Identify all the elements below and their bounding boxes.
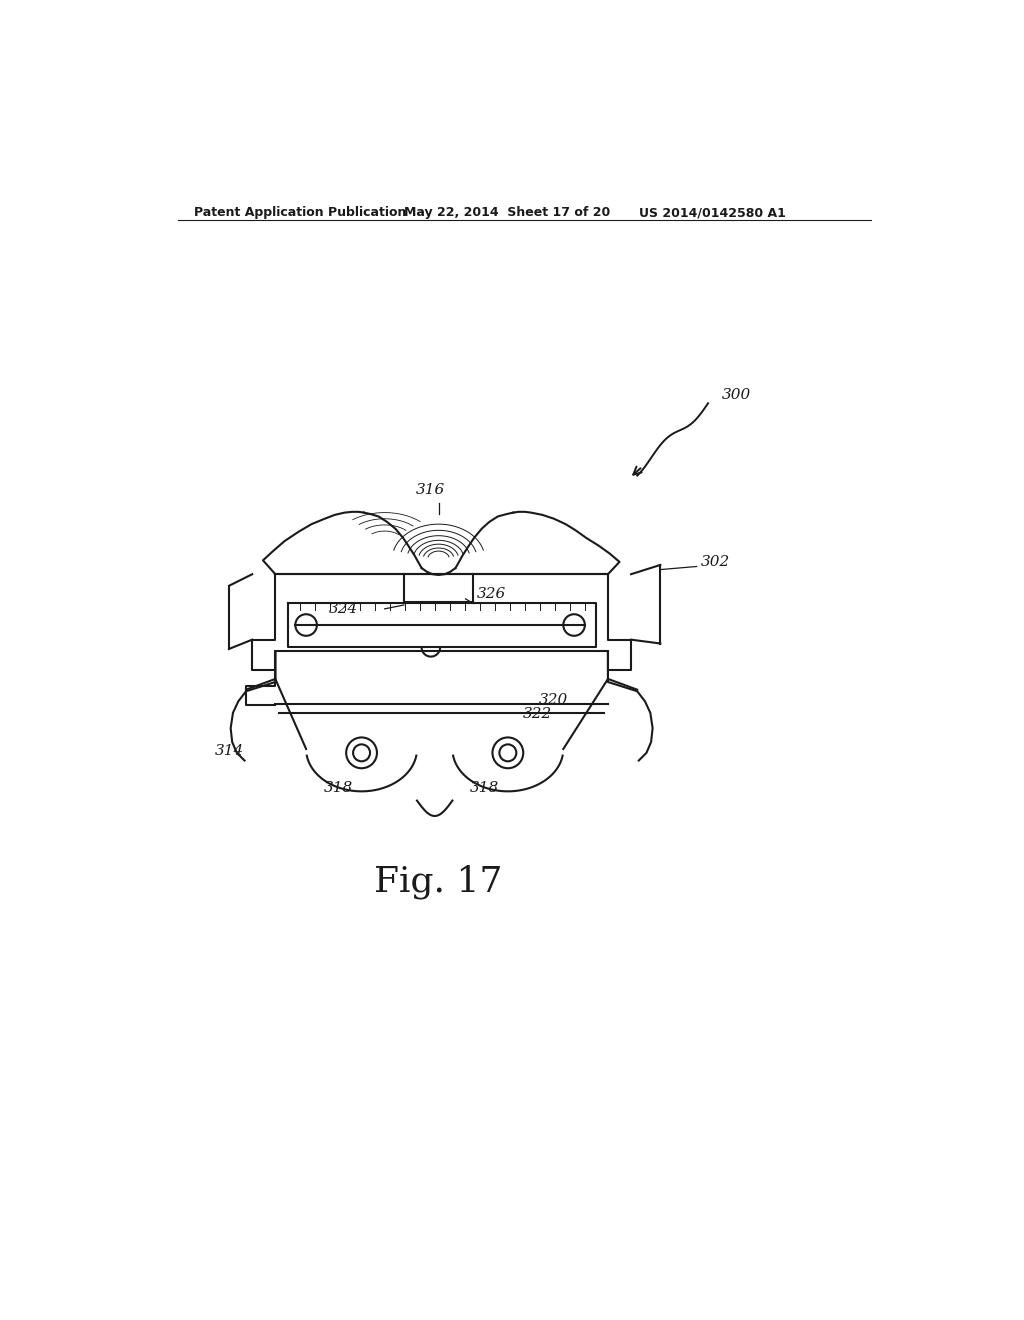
Text: 322: 322 [523,706,553,721]
Text: May 22, 2014  Sheet 17 of 20: May 22, 2014 Sheet 17 of 20 [403,206,610,219]
Text: Patent Application Publication: Patent Application Publication [194,206,407,219]
Text: 316: 316 [416,483,445,498]
Text: US 2014/0142580 A1: US 2014/0142580 A1 [639,206,785,219]
Text: 318: 318 [470,780,500,795]
Text: 300: 300 [722,388,752,401]
Text: 326: 326 [477,587,506,601]
Text: 314: 314 [214,743,244,758]
Text: Fig. 17: Fig. 17 [375,865,503,899]
Text: 320: 320 [539,693,568,706]
Text: 302: 302 [700,554,730,569]
Text: 324: 324 [329,602,357,616]
Text: 318: 318 [324,780,353,795]
